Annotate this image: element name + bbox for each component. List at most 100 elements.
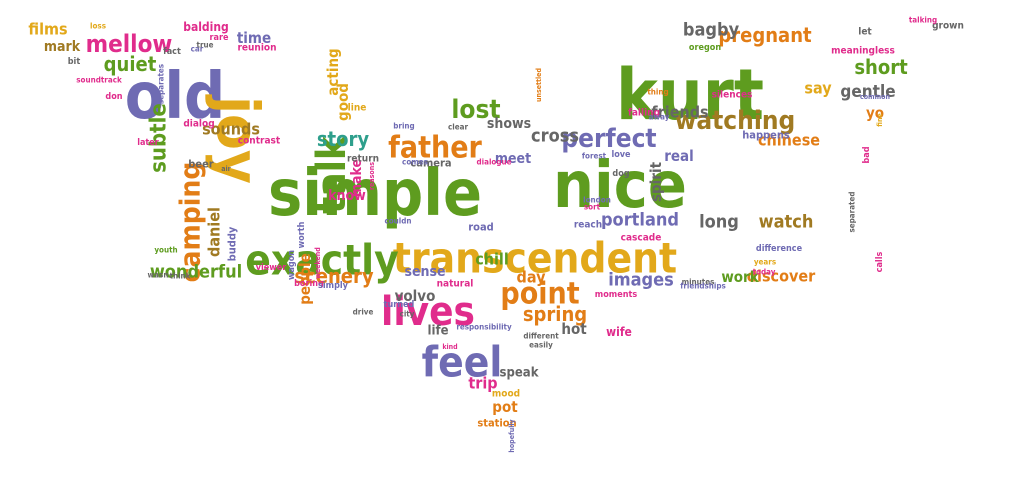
cloud-word-responsibility: responsibility — [456, 323, 512, 332]
cloud-word-portland: portland — [601, 210, 679, 231]
cloud-word-simple: simple — [268, 157, 482, 231]
cloud-word-short: short — [854, 55, 908, 79]
cloud-word-road: road — [468, 221, 493, 234]
cloud-word-meaningless: meaningless — [831, 46, 895, 57]
cloud-word-happens: happens — [742, 129, 790, 142]
cloud-word-sort: sort — [584, 203, 601, 212]
cloud-word-natural: natural — [437, 279, 474, 290]
cloud-word-chinese: chinese — [758, 131, 820, 150]
cloud-word-let: let — [858, 27, 872, 38]
cloud-word-make: make — [349, 159, 365, 197]
cloud-word-years: years — [754, 258, 776, 267]
cloud-word-away: away — [649, 113, 670, 122]
cloud-word-kind: kind — [442, 343, 457, 351]
cloud-word-reunion: reunion — [237, 43, 276, 54]
cloud-word-separated: separated — [848, 191, 857, 232]
cloud-word-line: line — [348, 103, 367, 114]
word-cloud-words: simple nicekurtoldjoytranscendentexactlyl… — [28, 16, 963, 453]
cloud-word-watch: watch — [759, 212, 814, 233]
cloud-word-subtle: subtle — [147, 103, 172, 173]
cloud-word-know: know — [328, 188, 366, 204]
cloud-word-point: point — [500, 277, 579, 312]
cloud-word-wife: wife — [606, 325, 632, 339]
cloud-word-later: later — [137, 138, 159, 148]
cloud-word-chill: chill — [475, 250, 509, 269]
cloud-word-fact: fact — [163, 47, 181, 57]
cloud-word-silences: silences — [712, 90, 753, 101]
cloud-word-wasn: wasn — [148, 271, 169, 280]
cloud-word-worth: worth — [297, 221, 307, 248]
cloud-word-dialogue: dialogue — [476, 158, 511, 167]
cloud-word-yo: yo — [866, 104, 884, 122]
cloud-word-talk: talk — [309, 135, 355, 214]
cloud-word-oregon: oregon — [689, 43, 721, 53]
cloud-word-dog: dog — [612, 169, 629, 179]
cloud-word-unsettled: unsettled — [535, 68, 543, 102]
cloud-word-beer: beer — [188, 158, 214, 171]
cloud-word-pot: pot — [492, 398, 518, 416]
cloud-word-daniel: daniel — [205, 207, 224, 257]
cloud-word-day: day — [517, 268, 547, 287]
cloud-word-story: story — [317, 127, 370, 151]
cloud-word-dialog: dialog — [183, 119, 214, 130]
cloud-word-spirit: spirit — [647, 161, 665, 202]
cloud-word-scenery: scenery — [294, 264, 373, 288]
cloud-word-common: common — [860, 93, 890, 101]
cloud-word-speak: speak — [500, 366, 539, 381]
cloud-word-don: don — [105, 92, 122, 102]
cloud-word-work: work — [721, 268, 759, 286]
cloud-word-wonderful: wonderful — [150, 262, 242, 283]
cloud-word-lost: lost — [451, 95, 500, 125]
cloud-word-nice: nice — [553, 149, 687, 223]
cloud-word-spring: spring — [523, 302, 587, 326]
cloud-word-difference: difference — [756, 244, 803, 254]
cloud-word-couldn: couldn — [384, 217, 411, 226]
cloud-word-transcendent: transcendent — [393, 234, 677, 283]
cloud-word-reach: reach — [574, 220, 602, 231]
cloud-word-viewer: viewer — [256, 263, 287, 273]
cloud-word-watching: watching — [675, 106, 796, 136]
cloud-word-love: love — [611, 150, 631, 160]
cloud-word-meet: meet — [495, 151, 531, 167]
cloud-word-exactly: exactly — [245, 236, 399, 285]
cloud-word-friends: friends — [651, 103, 708, 122]
cloud-word-loss: loss — [90, 22, 106, 31]
cloud-word-car: car — [191, 45, 204, 54]
cloud-word-real: real — [664, 147, 694, 165]
cloud-word-perfect: perfect — [561, 124, 656, 154]
cloud-word-buddy: buddy — [226, 226, 239, 261]
cloud-word-talking: talking — [909, 16, 937, 25]
cloud-word-station: station — [477, 417, 516, 430]
cloud-word-sense: sense — [404, 264, 445, 280]
cloud-word-films: films — [28, 20, 67, 39]
cloud-word-different: different — [523, 332, 559, 341]
cloud-word-today: today — [753, 268, 776, 277]
cloud-word-people: people — [296, 253, 314, 305]
cloud-word-falling: falling — [628, 108, 660, 119]
cloud-word-camera: camera — [410, 157, 451, 170]
cloud-word-simply: simply — [318, 281, 349, 291]
cloud-word-balding: balding — [183, 20, 229, 34]
cloud-word-sounds: sounds — [202, 120, 260, 139]
cloud-word-clear: clear — [448, 123, 468, 132]
cloud-word-good: good — [334, 83, 352, 121]
cloud-word-bad: bad — [862, 146, 872, 163]
cloud-word-mark: mark — [44, 39, 81, 55]
cloud-word-bit: bit — [68, 57, 81, 67]
cloud-word-think: think — [170, 272, 191, 281]
cloud-word-grown: grown — [932, 21, 964, 32]
cloud-word-mellow: mellow — [86, 30, 173, 58]
cloud-word-lives: lives — [381, 289, 475, 335]
cloud-word-true: true — [197, 41, 214, 50]
cloud-word-boring: boring — [294, 279, 324, 289]
cloud-word-soundtrack: soundtrack — [76, 76, 122, 85]
cloud-word-city: city — [400, 310, 415, 319]
cloud-word-rare: rare — [210, 33, 229, 43]
cloud-word-hot: hot — [561, 320, 587, 338]
cloud-word-moments: moments — [595, 290, 638, 300]
cloud-word-joy: joy — [204, 94, 272, 184]
cloud-word-say: say — [804, 79, 832, 98]
cloud-word-cross: cross — [531, 126, 579, 147]
cloud-word-easily: easily — [529, 341, 553, 350]
